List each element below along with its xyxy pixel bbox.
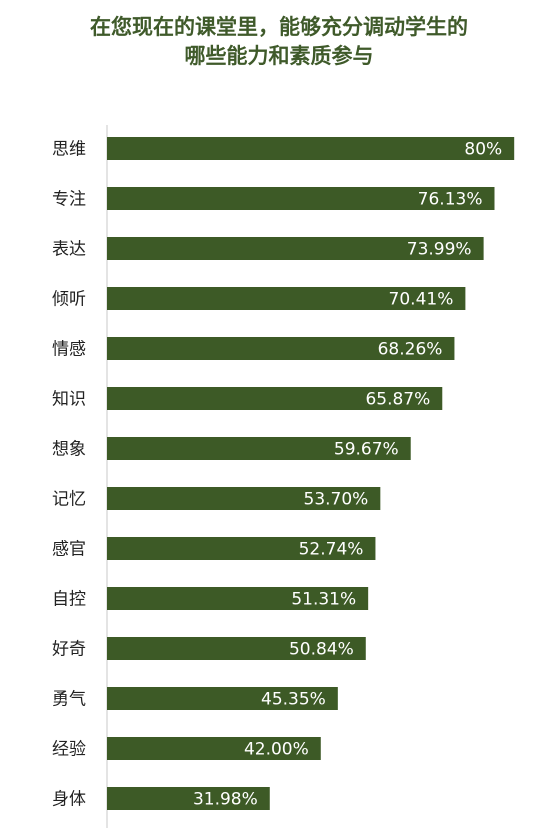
- chart-title-line-2: 哪些能力和素质参与: [184, 44, 374, 68]
- category-label-12: 经验: [52, 740, 86, 760]
- bar-8: [107, 537, 376, 560]
- value-label-4: 68.26%: [378, 340, 443, 360]
- chart-title-line-1: 在您现在的课堂里，能够充分调动学生的: [90, 15, 468, 39]
- value-label-1: 76.13%: [418, 190, 483, 210]
- bar-7: [107, 487, 381, 510]
- category-label-10: 好奇: [52, 640, 86, 660]
- value-label-3: 70.41%: [389, 290, 454, 310]
- bar-11: [107, 687, 338, 710]
- category-label-5: 知识: [52, 390, 86, 410]
- value-label-2: 73.99%: [407, 240, 472, 260]
- value-label-7: 53.70%: [304, 490, 369, 510]
- category-label-4: 情感: [52, 340, 86, 360]
- bar-0: [107, 137, 515, 160]
- bar-3: [107, 287, 466, 310]
- category-label-8: 感官: [52, 540, 86, 560]
- category-label-6: 想象: [52, 440, 86, 460]
- bar-5: [107, 387, 443, 410]
- bar-9: [107, 587, 369, 610]
- category-label-3: 倾听: [52, 290, 86, 310]
- value-label-5: 65.87%: [365, 390, 430, 410]
- bar-2: [107, 237, 484, 260]
- bar-13: [107, 787, 270, 810]
- value-label-10: 50.84%: [289, 640, 354, 660]
- value-label-0: 80%: [464, 140, 502, 160]
- value-label-13: 31.98%: [193, 790, 258, 810]
- bar-6: [107, 437, 411, 460]
- value-label-9: 51.31%: [291, 590, 356, 610]
- category-label-2: 表达: [52, 240, 86, 260]
- bar-10: [107, 637, 366, 660]
- category-label-7: 记忆: [52, 490, 86, 510]
- category-label-0: 思维: [52, 140, 86, 160]
- category-label-9: 自控: [52, 590, 86, 610]
- category-label-1: 专注: [52, 190, 86, 210]
- category-label-13: 身体: [52, 790, 86, 810]
- bar-1: [107, 187, 495, 210]
- value-label-12: 42.00%: [244, 740, 309, 760]
- bar-4: [107, 337, 455, 360]
- bar-12: [107, 737, 321, 760]
- value-label-11: 45.35%: [261, 690, 326, 710]
- value-label-8: 52.74%: [299, 540, 364, 560]
- category-label-11: 勇气: [52, 690, 86, 710]
- value-label-6: 59.67%: [334, 440, 399, 460]
